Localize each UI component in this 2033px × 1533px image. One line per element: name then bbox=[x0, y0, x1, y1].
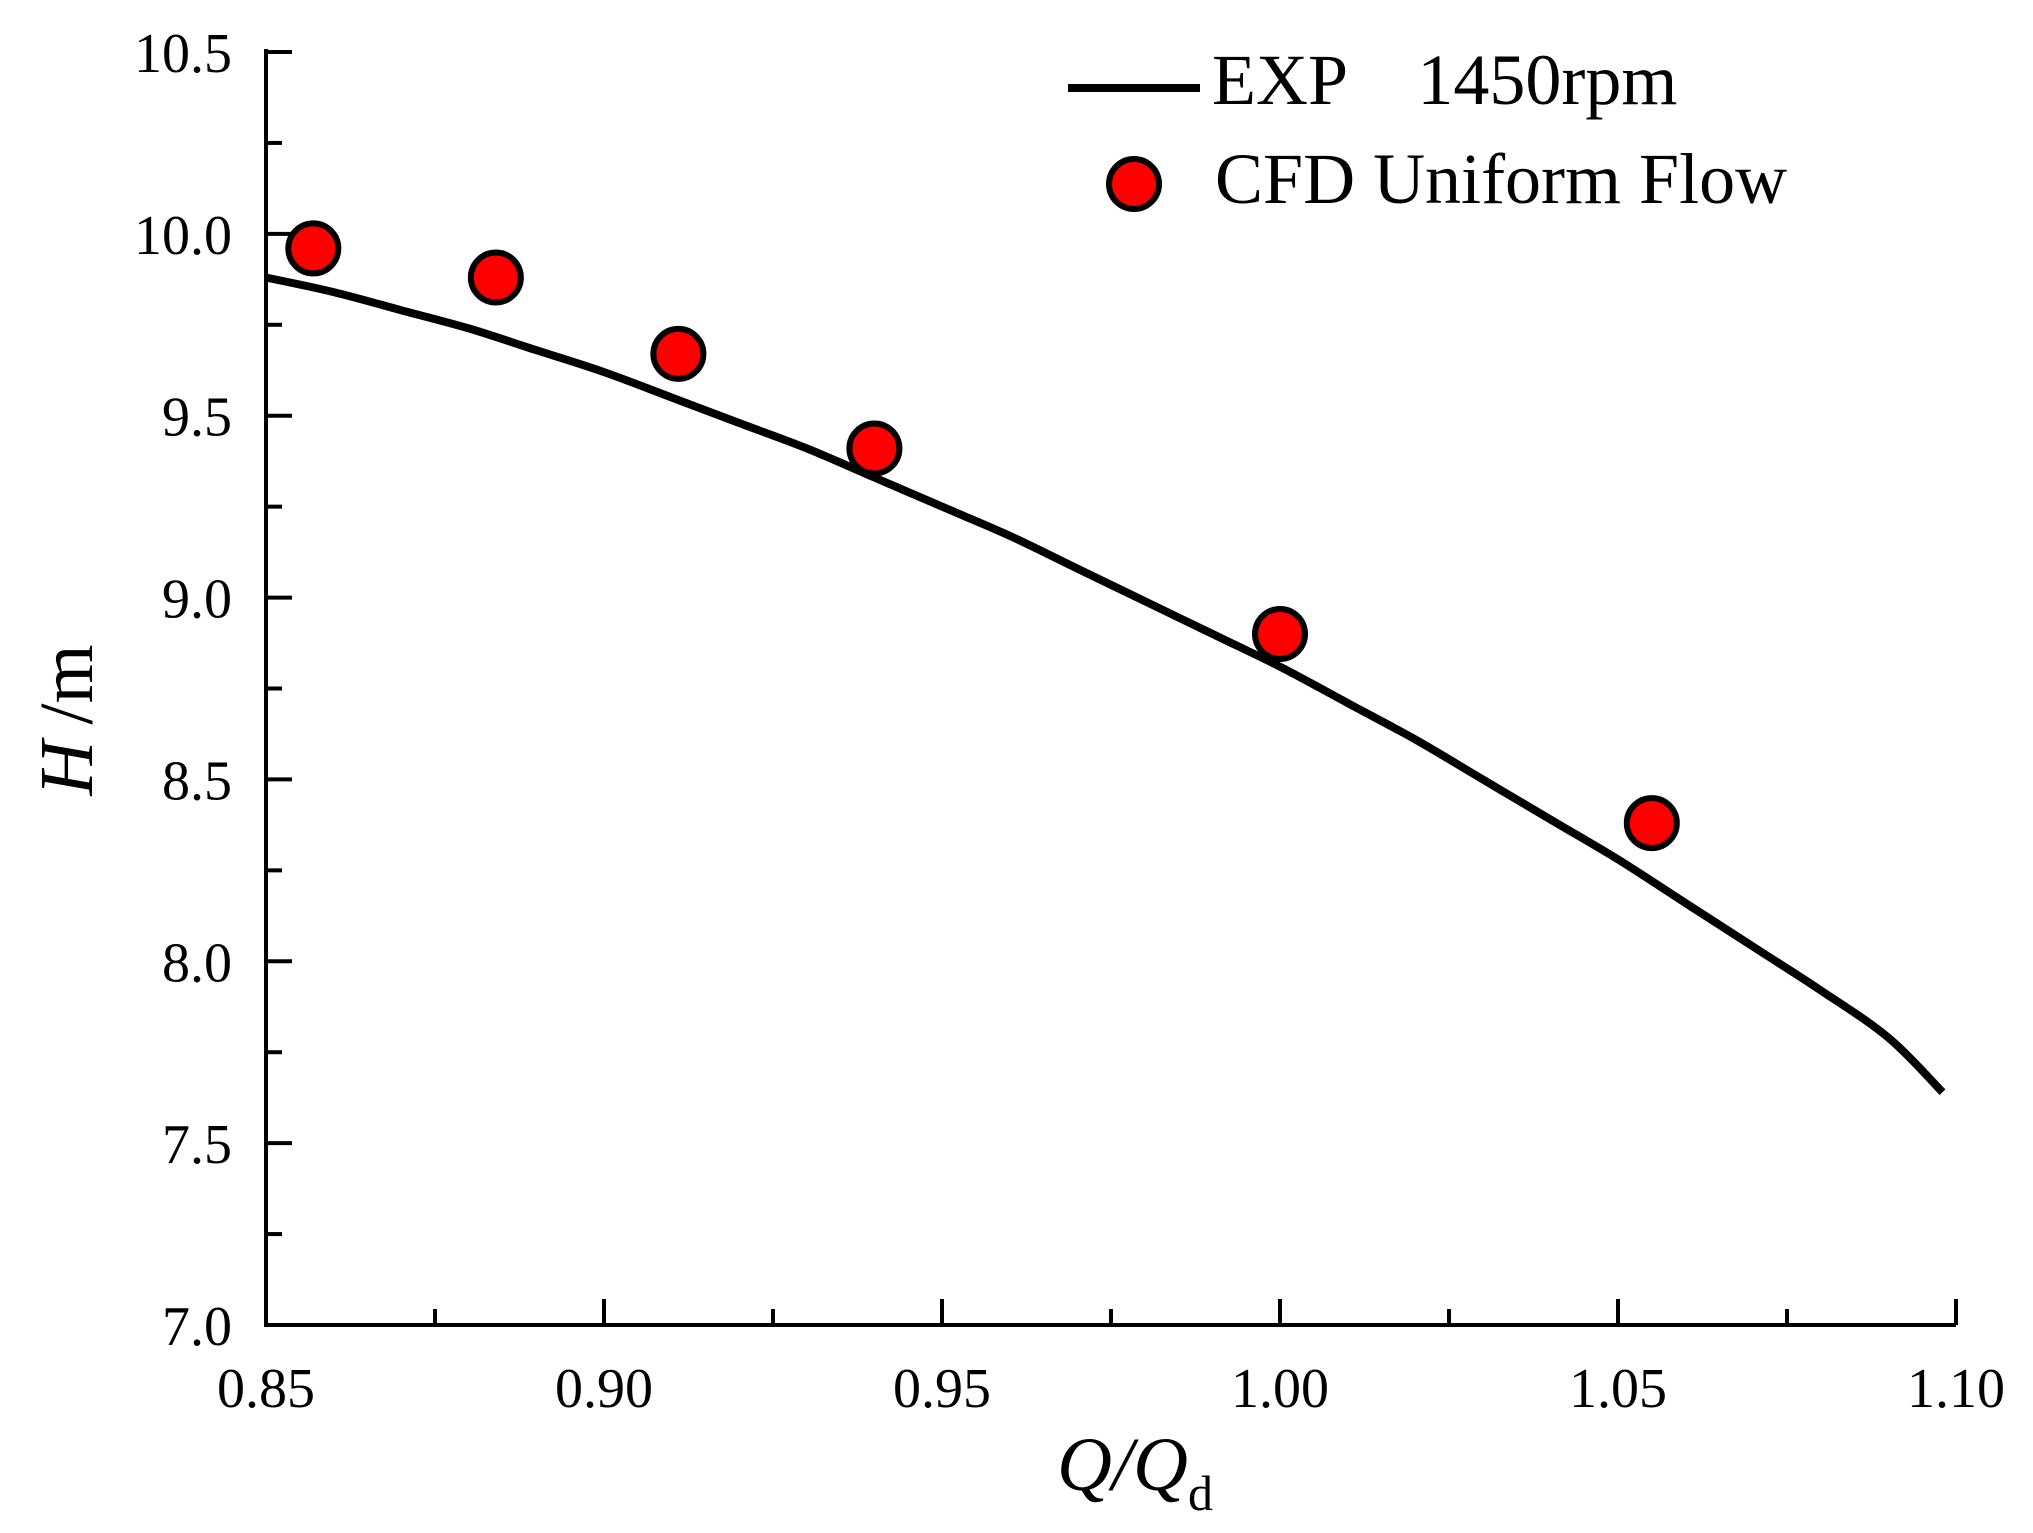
cfd-data-point bbox=[1252, 605, 1308, 662]
x-tick-label: 1.10 bbox=[1907, 1358, 2005, 1420]
cfd-data-point bbox=[467, 249, 524, 306]
x-axis-title-subscript: d bbox=[1188, 1465, 1213, 1521]
legend-label-exp: EXP 1450rpm bbox=[1212, 40, 1677, 120]
y-axis-title-unit: /m bbox=[25, 644, 109, 724]
series-line-exp-1450rpm bbox=[265, 273, 1946, 1096]
legend-label-cfd: CFD Uniform Flow bbox=[1215, 139, 1787, 219]
cfd-data-point bbox=[650, 325, 707, 382]
x-tick-label: 1.00 bbox=[1231, 1358, 1329, 1420]
x-axis-title-main: Q/Q bbox=[1057, 1423, 1188, 1507]
x-tick-label: 0.85 bbox=[217, 1358, 315, 1420]
y-tick-label: 9.5 bbox=[162, 387, 232, 449]
y-tick-label: 10.0 bbox=[134, 205, 232, 267]
y-axis-title: H/m bbox=[25, 644, 109, 796]
axis-titles: Q/Qd H/m bbox=[25, 644, 1213, 1521]
y-tick-label: 7.0 bbox=[162, 1296, 232, 1358]
y-tick-label: 10.5 bbox=[134, 23, 232, 85]
axes: 0.85 0.90 0.95 1.00 1.05 1.10 7.0 7.5 8.0 8.5 9.0 9… bbox=[134, 23, 2005, 1420]
y-tick-label: 8.5 bbox=[162, 750, 232, 812]
y-axis-title-symbol: H bbox=[25, 737, 109, 797]
legend: EXP 1450rpm CFD Uniform Flow bbox=[1068, 40, 1787, 219]
legend-marker-swatch bbox=[1106, 156, 1162, 212]
x-axis-title: Q/Qd bbox=[1057, 1423, 1213, 1521]
x-tick-label: 1.05 bbox=[1569, 1358, 1667, 1420]
cfd-data-point bbox=[285, 220, 342, 277]
y-tick-label: 8.0 bbox=[162, 932, 232, 994]
x-tick-label: 0.95 bbox=[893, 1358, 991, 1420]
y-tick-label: 9.0 bbox=[162, 569, 232, 631]
plot-series bbox=[265, 220, 1946, 1096]
cfd-data-point bbox=[1623, 795, 1680, 852]
x-tick-label: 0.90 bbox=[555, 1358, 653, 1420]
y-tick-label: 7.5 bbox=[162, 1114, 232, 1176]
cfd-data-point bbox=[846, 420, 903, 477]
